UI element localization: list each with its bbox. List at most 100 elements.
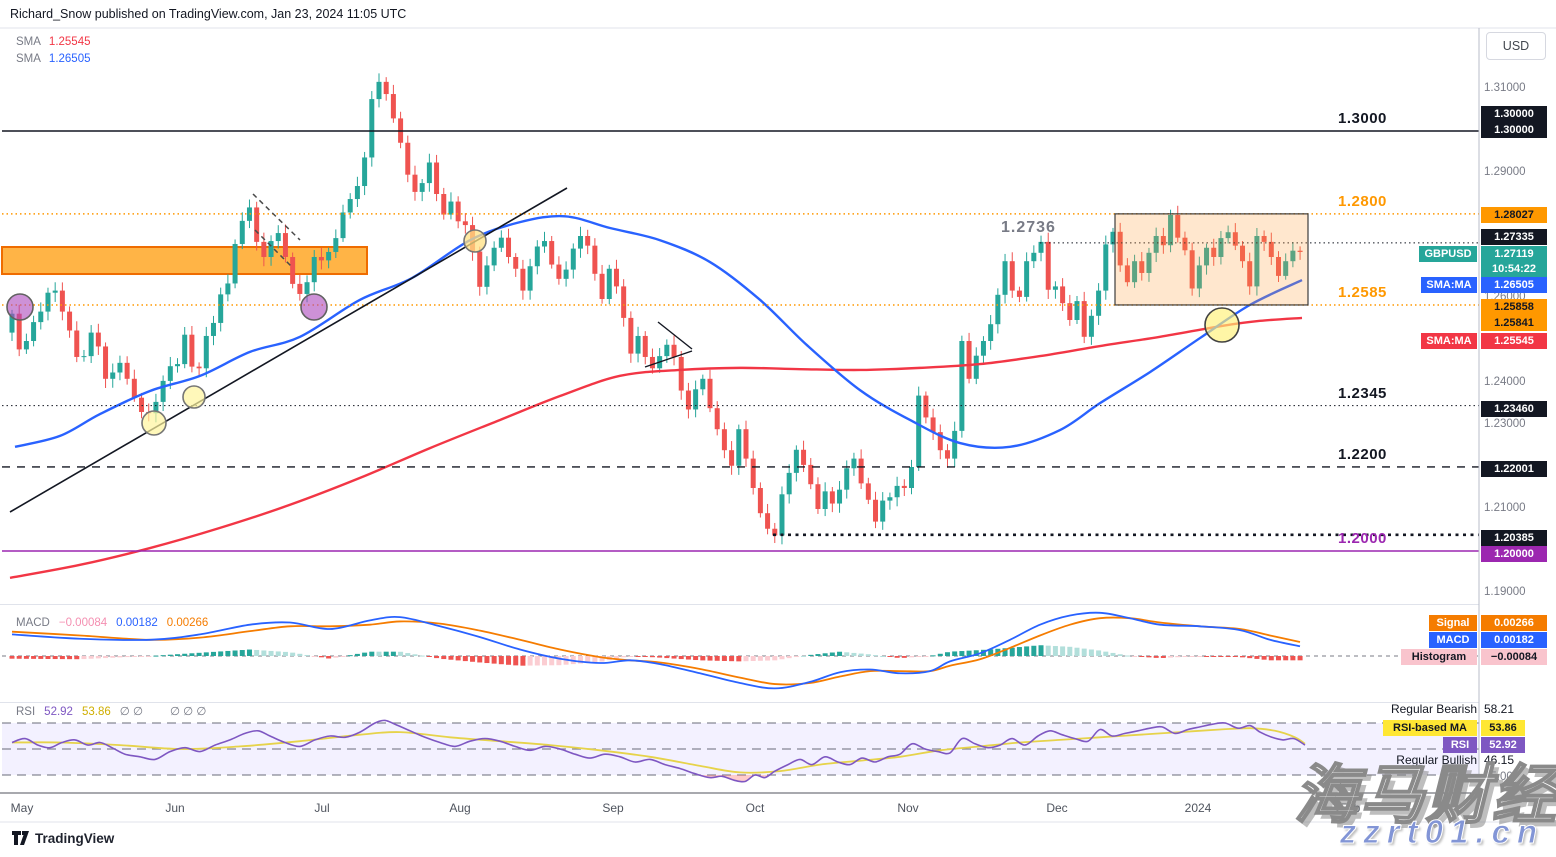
price-axis-badge: 1.25858 [1481,299,1547,315]
time-axis-label[interactable]: Feb [1339,801,1361,815]
tradingview-logo[interactable]: TradingView [12,831,114,846]
indicator-name-badge: Histogram [1401,649,1477,665]
sma-value: 1.25545 [48,36,91,48]
indicator-value-badge: 52.92 [1481,737,1525,753]
flag-channel-line[interactable] [252,193,301,241]
macd-line[interactable] [11,611,1301,690]
publish-info: Richard_Snow published on TradingView.co… [10,7,407,21]
time-axis-label[interactable]: May [10,801,34,815]
level-label: 1.2800 [1338,192,1387,210]
highlight-circle[interactable] [300,293,328,321]
time-axis-label[interactable]: Aug [449,801,471,815]
time-axis-label[interactable]: Oct [745,801,765,815]
macd-pane [2,611,1479,690]
indicator-value-badge: 0.00266 [1481,615,1547,631]
axis-scale-label: 1.29000 [1484,166,1526,178]
price-axis-badge: 1.25545 [1481,333,1547,349]
pennant-line[interactable] [657,321,693,350]
price-axis-badge: 1.27335 [1481,229,1547,245]
macd-indicator-label: MACD [16,617,50,629]
time-axis-label[interactable]: 2024 [1184,801,1212,815]
sma-label: SMA [16,36,41,48]
price-axis-badge: 1.30000 [1481,122,1547,138]
highlight-circle[interactable] [6,293,34,321]
macd-legend[interactable]: MACD −0.00084 0.00182 0.00266 [16,617,217,629]
time-axis-label[interactable]: Jul [314,801,330,815]
indicator-name-badge: Signal [1429,615,1477,631]
sma-legend-row-1[interactable]: SMA 1.25545 [16,34,91,51]
indicator-value-badge: 0.00182 [1481,632,1547,648]
sma-legend: SMA 1.25545 SMA 1.26505 [16,34,91,68]
tradingview-logo-icon [12,831,29,845]
indicator-name-badge: RSI-based MA [1383,720,1477,736]
sma-legend-row-2[interactable]: SMA 1.26505 [16,51,91,68]
pennant-line[interactable] [644,350,693,368]
series-price-label: GBPUSD [1419,246,1477,262]
rsi-legend[interactable]: RSI 52.92 53.86 ∅ ∅ ∅ ∅ ∅ [16,704,215,718]
rsi-empty-values: ∅ ∅ ∅ [169,706,207,718]
axis-scale-label: 1.31000 [1484,82,1526,94]
rsi-value: 52.92 [44,706,73,718]
macd-signal-value: 0.00266 [166,617,209,629]
level-label: 1.2200 [1338,445,1387,463]
sma-value: 1.26505 [48,53,91,65]
axis-scale-label: 25.00 [1484,771,1513,783]
highlight-circle[interactable] [1204,307,1240,343]
sma-line[interactable] [9,316,1303,580]
series-price-label: SMA:MA [1421,277,1477,293]
price-axis-badge: 1.22001 [1481,461,1547,477]
axis-scale-label: 1.19000 [1484,586,1526,598]
consolidation-box[interactable] [1114,213,1309,306]
sma-lines [9,214,1303,580]
price-axis-badge: 1.20000 [1481,546,1547,562]
price-axis-badge: 1.30000 [1481,106,1547,122]
highlight-circle[interactable] [141,410,167,436]
time-axis-label[interactable]: Nov [897,801,919,815]
sma-line[interactable] [14,214,1303,449]
candlestick-series [9,73,1303,545]
divergence-value: 58.21 [1484,702,1515,716]
price-axis-badge: 1.23460 [1481,401,1547,417]
divergence-label: Regular Bullish [1396,753,1477,767]
price-axis-badge: 1.25841 [1481,315,1547,331]
macd-line-value: 0.00182 [116,617,158,629]
price-axis-badge: 1.28027 [1481,207,1547,223]
price-axis-badge: 1.20385 [1481,530,1547,546]
divergence-label: Regular Bearish [1390,702,1477,716]
indicator-value-badge: −0.00084 [1481,649,1547,665]
time-axis-label[interactable]: Dec [1046,801,1068,815]
level-label: 1.2345 [1338,384,1387,402]
series-price-label: SMA:MA [1421,333,1477,349]
macd-hist-value: −0.00084 [58,617,108,629]
price-axis-badge: 1.27119 10:54:22 [1481,246,1547,277]
highlight-circle[interactable] [463,229,487,253]
level-label: 1.3000 [1338,110,1387,127]
rsi-indicator-label: RSI [16,706,36,718]
indicator-name-badge: RSI [1443,737,1477,753]
indicator-value-badge: 53.86 [1481,720,1525,736]
rsi-pane [2,719,1479,783]
tradingview-logo-text: TradingView [35,831,115,846]
price-levels [2,130,1479,552]
divergence-value: 46.15 [1484,753,1515,767]
rsi-ma-value: 53.86 [81,706,111,718]
macd-signal-line[interactable] [11,616,1301,686]
axis-scale-label: 1.24000 [1484,376,1526,388]
level-label: 1.2000 [1338,530,1387,547]
zones-under [1,246,368,276]
time-axis-label[interactable]: Sep [602,801,624,815]
rsi-line[interactable] [11,719,1306,783]
indicator-name-badge: MACD [1429,632,1477,648]
countdown-timer: 10:54:22 [1491,263,1537,275]
time-axis-label[interactable]: Jun [165,801,185,815]
supply-zone[interactable] [1,246,368,276]
currency-button[interactable]: USD [1486,32,1546,60]
rsi-empty-values: ∅ ∅ [119,706,143,718]
drawings [6,187,1309,513]
axis-scale-label: 1.21000 [1484,502,1526,514]
price-annotation: 1.2736 [1001,219,1056,236]
pane-borders [0,27,1556,823]
axis-scale-label: 1.23000 [1484,418,1526,430]
highlight-circle[interactable] [182,385,206,409]
